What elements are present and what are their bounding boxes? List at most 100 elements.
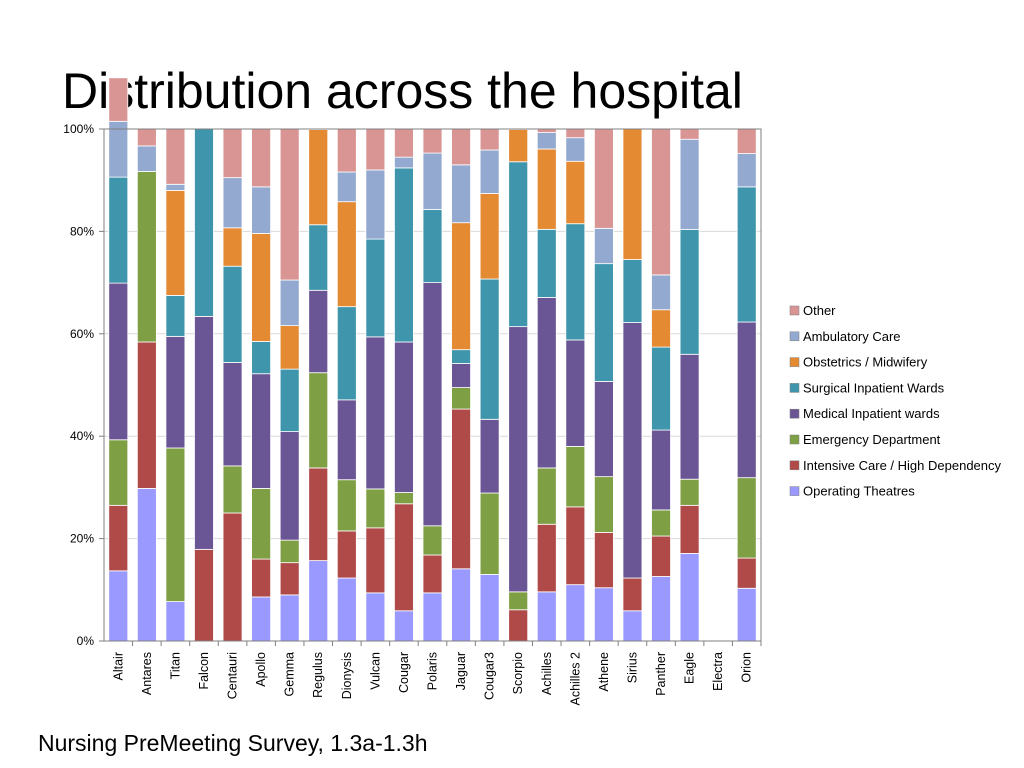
bar-segment-intensive-care-high-dependency — [536, 523, 557, 593]
x-tick-label: Panther — [654, 652, 668, 696]
bar-segment-emergency-department — [222, 465, 243, 514]
bar-segment-emergency-department — [279, 539, 300, 564]
bar-segment-emergency-department — [108, 439, 129, 506]
bar-segment-emergency-department — [308, 372, 329, 469]
bar-segment-medical-inpatient-wards — [508, 326, 529, 593]
bar-segment-surgical-inpatient-wards — [251, 341, 272, 375]
x-tick-label: Electra — [711, 652, 725, 691]
bar-segment-medical-inpatient-wards — [165, 335, 186, 449]
bar-segment-other — [136, 128, 157, 147]
x-tick-label: Eagle — [683, 652, 697, 684]
bar-segment-other — [536, 128, 557, 133]
bar-segment-ambulatory-care — [136, 145, 157, 172]
bar-segment-operating-theatres — [736, 587, 757, 642]
bar-segment-surgical-inpatient-wards — [422, 208, 443, 284]
bar-segment-operating-theatres — [251, 596, 272, 642]
bar-segment-operating-theatres — [536, 591, 557, 642]
bar-segment-surgical-inpatient-wards — [651, 346, 671, 431]
bar-segment-operating-theatres — [308, 560, 329, 642]
bar-segment-surgical-inpatient-wards — [479, 278, 500, 420]
bar-segment-intensive-care-high-dependency — [394, 503, 414, 612]
bar-segment-intensive-care-high-dependency — [679, 504, 700, 554]
x-tick-label: Polaris — [426, 652, 440, 690]
bar-segment-intensive-care-high-dependency — [222, 512, 243, 642]
bar-segment-ambulatory-care — [108, 120, 129, 178]
bar-segment-surgical-inpatient-wards — [508, 161, 529, 328]
bar-segment-other — [651, 128, 671, 276]
bar-segment-other — [593, 128, 614, 229]
bar-segment-intensive-care-high-dependency — [651, 535, 671, 577]
bar-segment-emergency-department — [422, 525, 443, 556]
bar-segment-intensive-care-high-dependency — [565, 506, 586, 586]
x-tick-label: Cougar3 — [483, 652, 497, 700]
bar-segment-obstetrics-midwifery — [222, 227, 243, 267]
x-tick-label: Orion — [740, 652, 754, 683]
bar-segment-surgical-inpatient-wards — [336, 306, 357, 401]
bar-segment-ambulatory-care — [679, 138, 700, 230]
bar-segment-intensive-care-high-dependency — [194, 548, 214, 642]
bar-segment-operating-theatres — [279, 594, 300, 642]
legend: Other Ambulatory Care Obstetrics / Midwife… — [789, 303, 1002, 499]
bar-segment-ambulatory-care — [165, 183, 186, 191]
bar-segment-surgical-inpatient-wards — [622, 259, 643, 323]
bar-segment-other — [565, 128, 586, 139]
bar-segment-other — [165, 128, 186, 185]
bar-segment-ambulatory-care — [251, 186, 272, 234]
bar-segment-ambulatory-care — [336, 171, 357, 203]
bar-segment-other — [679, 128, 700, 140]
bar-segment-other — [736, 128, 757, 154]
bar-segment-obstetrics-midwifery — [308, 129, 329, 226]
bar-segment-medical-inpatient-wards — [679, 353, 700, 480]
bar-segment-operating-theatres — [394, 610, 414, 642]
bar-segment-medical-inpatient-wards — [222, 362, 243, 467]
bar-segment-emergency-department — [736, 477, 757, 559]
bar-segment-surgical-inpatient-wards — [222, 265, 243, 363]
bar-segment-medical-inpatient-wards — [336, 399, 357, 481]
footer-caption: Nursing PreMeeting Survey, 1.3a-1.3h — [38, 730, 428, 756]
bar-segment-medical-inpatient-wards — [622, 322, 643, 579]
y-tick-label: 20% — [70, 532, 94, 546]
legend-label-other: Other — [803, 303, 836, 318]
bar-segment-intensive-care-high-dependency — [622, 577, 643, 612]
bar-segment-surgical-inpatient-wards — [308, 224, 329, 291]
bar-segment-emergency-department — [251, 488, 272, 560]
bar-segment-operating-theatres — [108, 570, 129, 642]
bar-segment-medical-inpatient-wards — [451, 363, 471, 388]
bar-segment-operating-theatres — [451, 568, 471, 642]
bar-segment-operating-theatres — [622, 610, 643, 642]
bar-segment-surgical-inpatient-wards — [108, 176, 129, 284]
legend-label-emergency-department: Emergency Department — [803, 432, 941, 447]
bar-segment-operating-theatres — [593, 587, 614, 642]
bar-segment-surgical-inpatient-wards — [593, 263, 614, 382]
bar-segment-medical-inpatient-wards — [365, 336, 386, 490]
bar-segment-emergency-department — [536, 467, 557, 525]
axes: 0% 20% 40% 60% 80% 100% Altair Antares Titan Falc… — [63, 122, 762, 706]
legend-swatch-other — [789, 305, 800, 316]
bar-segment-intensive-care-high-dependency — [136, 341, 157, 489]
bar-segment-other — [336, 128, 357, 173]
bar-segment-other — [422, 128, 443, 154]
bar-segment-ambulatory-care — [279, 279, 300, 327]
legend-swatch-surgical-inpatient-wards — [789, 383, 800, 393]
bar-segment-ambulatory-care — [593, 227, 614, 265]
bar-segment-surgical-inpatient-wards — [736, 186, 757, 323]
bar-segment-operating-theatres — [365, 592, 386, 642]
bar-segment-obstetrics-midwifery — [536, 148, 557, 230]
x-tick-label: Jaguar — [454, 652, 468, 690]
x-tick-label: Achilles 2 — [568, 652, 582, 706]
x-tick-label: Achilles — [540, 652, 554, 695]
bar-segment-intensive-care-high-dependency — [251, 558, 272, 598]
y-tick-label: 60% — [70, 327, 94, 341]
bar-segment-intensive-care-high-dependency — [365, 527, 386, 594]
bar-segment-emergency-department — [593, 476, 614, 533]
bar-segment-obstetrics-midwifery — [165, 190, 186, 296]
bar-segment-operating-theatres — [165, 601, 186, 642]
bar-segment-emergency-department — [336, 479, 357, 532]
bar-segment-operating-theatres — [651, 576, 671, 642]
bar-segment-operating-theatres — [336, 577, 357, 642]
y-tick-label: 80% — [70, 224, 94, 238]
x-tick-label: Sirius — [625, 652, 639, 683]
legend-label-ambulatory-care: Ambulatory Care — [803, 329, 901, 344]
legend-swatch-obstetrics-midwifery — [789, 357, 800, 367]
